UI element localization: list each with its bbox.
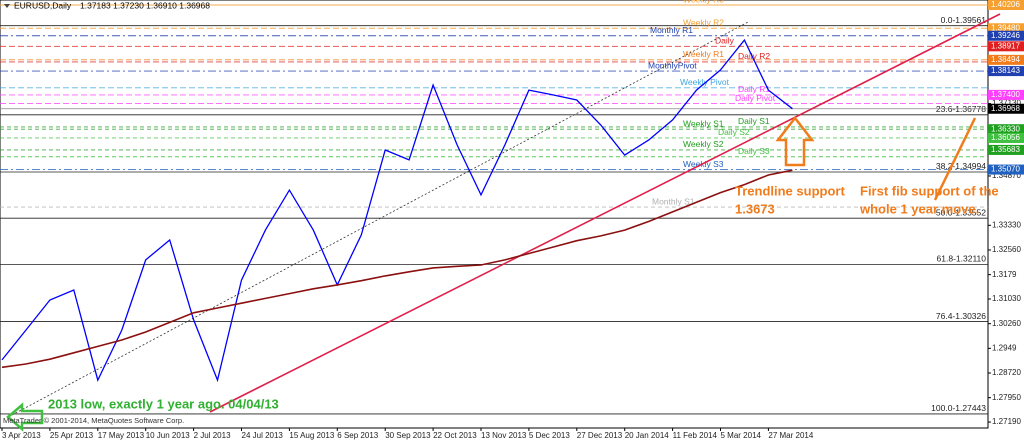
- level-name: Weekly S1: [683, 118, 724, 128]
- price-box-label: 1.40206: [991, 0, 1020, 9]
- annotation: Trendline support: [735, 183, 845, 198]
- annotation: whole 1 year move.: [859, 201, 979, 216]
- x-tick-label: 15 Aug 2013: [289, 431, 334, 440]
- price-box-label: 1.35070: [991, 165, 1020, 174]
- y-tick-label: 1.28720: [992, 368, 1021, 377]
- price-box: [988, 103, 1024, 114]
- fib-label: 76.4-1.30326: [936, 311, 986, 321]
- price-box: [988, 124, 1024, 135]
- fib-diagonal: [11, 21, 749, 416]
- x-tick-label: 30 Sep 2013: [385, 431, 431, 440]
- price-box: [988, 132, 1024, 143]
- price-box-label: 1.38917: [991, 41, 1020, 50]
- level-name: Monthly S1: [652, 196, 695, 206]
- y-tick-label: 1.3179: [992, 270, 1017, 279]
- x-tick-label: 5 Dec 2013: [529, 431, 570, 440]
- level-name: Weekly R3: [683, 0, 724, 4]
- price-box: [988, 89, 1024, 100]
- level-name: Daily Pivot: [735, 93, 776, 103]
- x-tick-label: 5 Mar 2014: [721, 431, 762, 440]
- y-tick-label: 1.2949: [992, 343, 1017, 352]
- menu-icon[interactable]: [4, 4, 10, 8]
- fib-label: 0.0-1.39561: [941, 15, 987, 25]
- level-name: Daily: [715, 36, 735, 46]
- x-tick-label: 10 Jun 2013: [146, 431, 191, 440]
- x-tick-label: 25 Apr 2013: [50, 431, 94, 440]
- annotation: 2013 low, exactly 1 year ago. 04/04/13: [48, 396, 279, 411]
- x-tick-label: 22 Oct 2013: [433, 431, 477, 440]
- current-label: 1.36968: [991, 104, 1020, 113]
- x-tick-label: 24 Jul 2013: [242, 431, 284, 440]
- price-box-label: 1.38143: [991, 66, 1020, 75]
- x-tick-label: 17 May 2013: [98, 431, 145, 440]
- price-box: [988, 23, 1024, 34]
- price-box: [988, 66, 1024, 77]
- price-box-label: 1.36330: [991, 124, 1020, 133]
- symbol: EURUSD,Daily: [14, 0, 72, 10]
- fib-label: 38.2-1.34994: [936, 161, 986, 171]
- price-box: [988, 54, 1024, 65]
- y-tick-label: 1.27190: [992, 417, 1021, 426]
- y-tick-label: 1.30260: [992, 319, 1021, 328]
- y-tick-label: 1.32560: [992, 245, 1021, 254]
- level-name: Daily R1: [738, 84, 770, 94]
- price-box: [988, 0, 1024, 10]
- x-tick-label: 11 Feb 2014: [673, 431, 718, 440]
- trendline: [209, 13, 1001, 413]
- price-box: [988, 144, 1024, 155]
- level-name: Daily S2: [718, 127, 750, 137]
- x-tick-label: 6 Sep 2013: [337, 431, 378, 440]
- price-box-label: 1.35683: [991, 145, 1020, 154]
- y-tick-label: 1.33330: [992, 220, 1021, 229]
- y-tick-label: 1.31030: [992, 294, 1021, 303]
- arrow-line: [933, 117, 977, 201]
- price-box: [988, 164, 1024, 175]
- price-box-label: 1.39480: [991, 23, 1020, 32]
- price-box-label: 1.38494: [991, 55, 1020, 64]
- up-arrow: [775, 115, 815, 167]
- left-arrow: [6, 402, 44, 432]
- level-name: Weekly R1: [683, 49, 724, 59]
- moving-average: [1, 169, 793, 369]
- level-name: Daily R2: [738, 51, 770, 61]
- level-name: Daily S1: [738, 116, 770, 126]
- level-name: Weekly R2: [683, 18, 724, 28]
- price-line: [1, 38, 793, 383]
- level-name: Weekly S2: [683, 139, 724, 149]
- fib-label: 61.8-1.32110: [937, 254, 987, 264]
- x-tick-label: 13 Nov 2013: [481, 431, 527, 440]
- plot-frame: [0, 0, 989, 429]
- annotation: 1.3673: [735, 201, 775, 216]
- price-box-label: 1.37400: [991, 90, 1020, 99]
- fib-label: 50.0-1.33552: [936, 207, 986, 217]
- price-box: [988, 41, 1024, 52]
- x-tick-label: 20 Jan 2014: [625, 431, 670, 440]
- x-tick-label: 27 Dec 2013: [577, 431, 623, 440]
- x-tick-label: 27 Mar 2014: [768, 431, 813, 440]
- price-box: [988, 30, 1024, 41]
- y-tick-label: 1.37130: [992, 99, 1021, 108]
- footer: MetaTrader © 2001-2014, MetaQuotes Softw…: [3, 416, 184, 425]
- level-name: Monthly R1: [650, 25, 693, 35]
- price-box-label: 1.36056: [991, 133, 1020, 142]
- annotation: First fib support of the: [860, 183, 999, 198]
- level-name: MonthlyPivot: [648, 60, 697, 70]
- y-tick-label: 1.27950: [992, 393, 1021, 402]
- x-tick-label: 3 Apr 2013: [2, 431, 41, 440]
- level-name: Daily S3: [738, 146, 770, 156]
- ohlc: 1.37183 1.37230 1.36910 1.36968: [80, 0, 210, 10]
- x-tick-label: 2 Jul 2013: [194, 431, 231, 440]
- y-tick-label: 1.34870: [992, 171, 1021, 180]
- level-name: Weekly Pivot: [680, 77, 730, 87]
- price-box-label: 1.39246: [991, 31, 1020, 40]
- fib-label: 100.0-1.27443: [931, 403, 986, 413]
